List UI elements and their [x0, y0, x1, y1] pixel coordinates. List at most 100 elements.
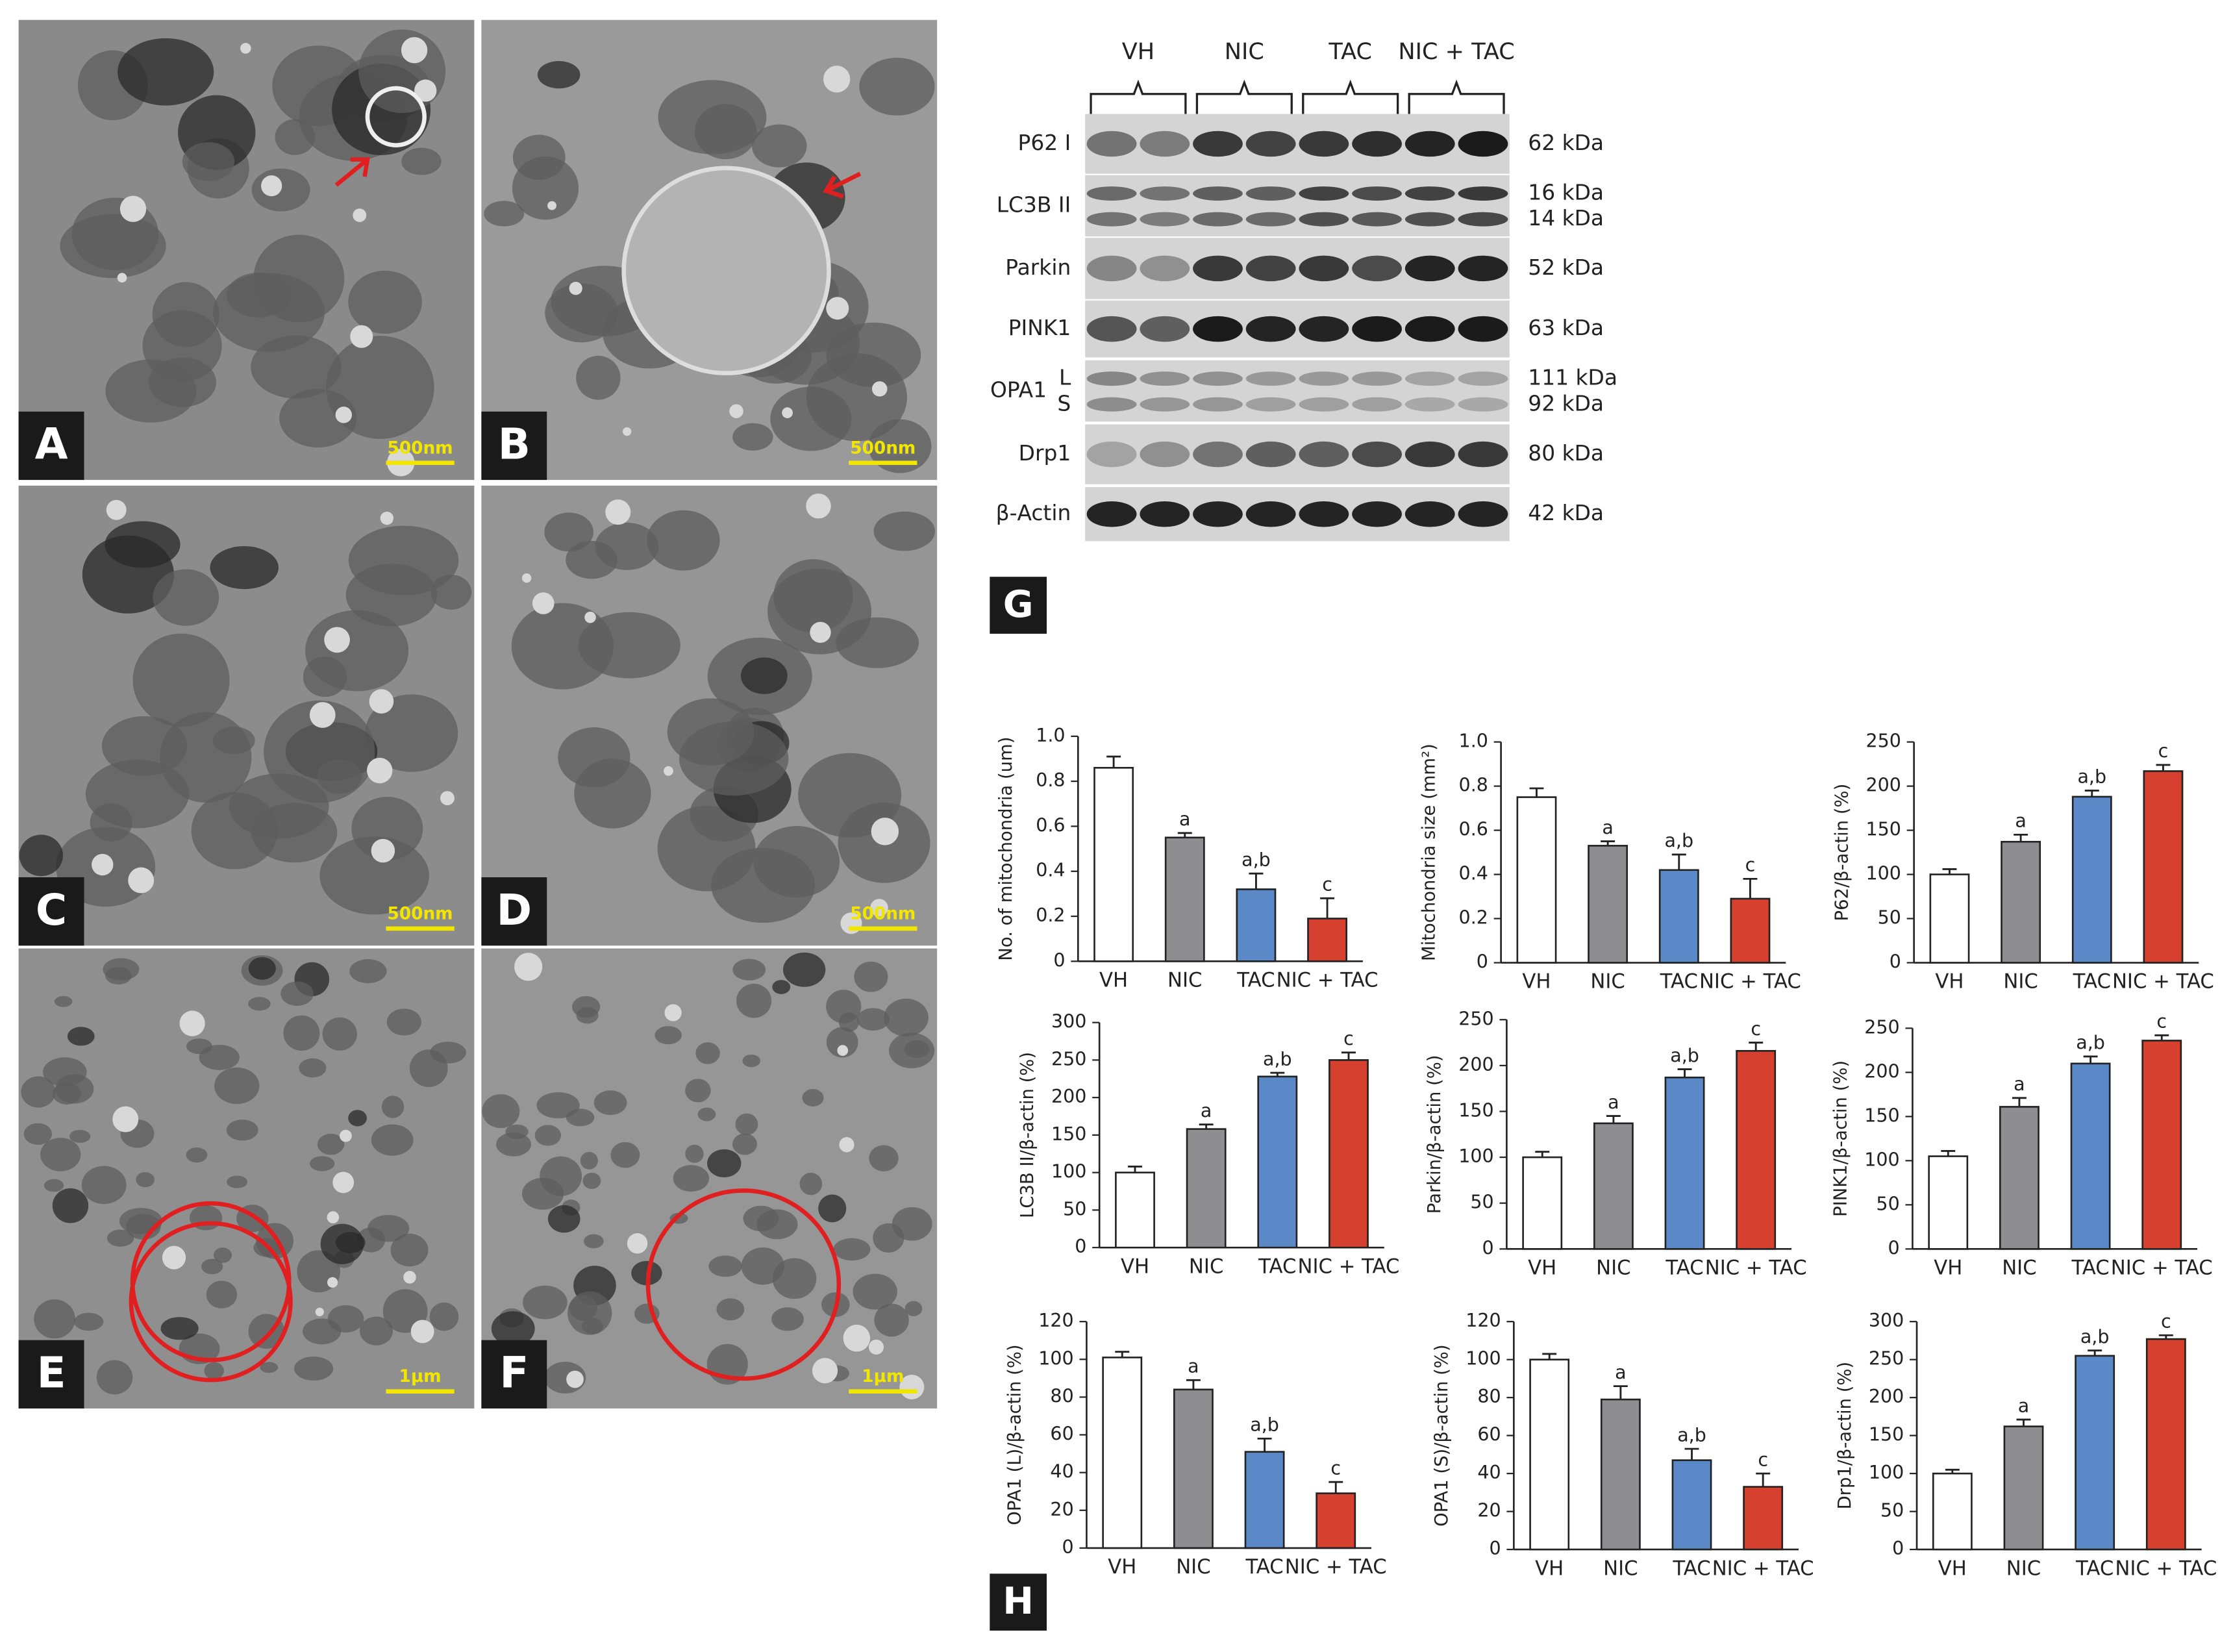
blot-band — [1352, 371, 1402, 386]
bar — [1671, 1459, 1712, 1551]
organelle — [783, 952, 826, 987]
vacuole — [112, 1106, 139, 1133]
x-tick-label: NIC — [1167, 970, 1202, 992]
vacuole — [664, 1004, 682, 1021]
vacuole — [117, 273, 127, 283]
blot-band — [1193, 501, 1243, 527]
kda-label: 111 kDa — [1528, 365, 1617, 390]
x-tick-label: VH — [1934, 1257, 1962, 1280]
blot-band — [1352, 212, 1402, 227]
blot-band — [1245, 371, 1296, 386]
vacuole — [327, 1211, 340, 1223]
x-tick-label: VH — [1108, 1556, 1136, 1579]
y-tick-label: 0 — [1890, 951, 1901, 973]
organelle — [708, 1255, 742, 1277]
vacuole — [806, 494, 831, 519]
organelle — [160, 1317, 199, 1340]
x-tick-label: NIC — [2006, 1557, 2041, 1580]
organelle — [873, 1223, 904, 1253]
organelle — [322, 1017, 357, 1051]
y-tick-label: 250 — [1458, 1008, 1493, 1029]
y-tick-label: 80 — [1477, 1386, 1501, 1407]
blot-strip — [1085, 360, 1510, 422]
organelle — [826, 1027, 858, 1058]
y-tick-label: 1.0 — [1036, 725, 1065, 746]
x-tick-label: NIC — [1603, 1557, 1638, 1580]
bar — [1600, 1398, 1641, 1551]
blot-band — [1404, 371, 1455, 386]
organelle — [695, 1042, 720, 1064]
organelle — [544, 512, 594, 552]
vacuole — [623, 427, 632, 436]
y-tick-label: 250 — [1864, 1016, 1899, 1038]
organelle — [818, 1194, 847, 1223]
bar — [1664, 1076, 1705, 1250]
organelle — [118, 38, 214, 106]
organelle — [771, 1307, 804, 1331]
organelle — [826, 322, 921, 388]
y-axis-label: PINK1/β-actin (%) — [1830, 1060, 1851, 1217]
vacuole — [627, 1233, 648, 1254]
y-tick-label: 100 — [1051, 1161, 1086, 1183]
significance-label: a,b — [1250, 1414, 1279, 1436]
organelle — [655, 1026, 682, 1045]
organelle — [305, 610, 409, 692]
scale-bar-label: 500nm — [388, 438, 453, 458]
organelle — [153, 569, 219, 626]
blot-band — [1140, 441, 1190, 468]
organelle — [317, 759, 362, 794]
bar — [1593, 1122, 1634, 1250]
blot-band — [1086, 316, 1137, 342]
group-label: NIC + TAC — [1398, 38, 1514, 65]
organelle — [869, 1145, 899, 1171]
blot-label: OPA1 — [990, 377, 1047, 403]
y-tick-label: 50 — [1878, 907, 1901, 929]
bar — [1743, 1486, 1784, 1551]
blot-band — [1193, 212, 1243, 227]
blot-band — [1086, 131, 1137, 157]
significance-label: a,b — [2076, 1032, 2105, 1053]
organelle — [735, 1113, 758, 1136]
y-tick-label: 200 — [1458, 1054, 1493, 1075]
vacuole — [119, 195, 147, 222]
vacuole — [315, 1307, 324, 1316]
y-tick-label: 300 — [1869, 1310, 1904, 1331]
bar — [1736, 1049, 1777, 1250]
organelle — [536, 1092, 580, 1119]
vacuole — [837, 1045, 849, 1056]
bar — [1186, 1128, 1227, 1249]
organelle — [214, 1067, 260, 1105]
blot-band — [1404, 212, 1455, 227]
vacuole — [532, 592, 555, 614]
organelle — [34, 1299, 75, 1339]
significance-label: c — [1343, 1028, 1354, 1049]
organelle — [593, 1090, 627, 1116]
arrow — [823, 171, 862, 199]
organelle — [275, 119, 316, 155]
bar — [1932, 1472, 1973, 1551]
organelle — [752, 124, 807, 168]
vacuole — [584, 611, 596, 623]
significance-label: a — [1608, 1092, 1619, 1113]
y-tick-label: 0.2 — [1459, 907, 1488, 929]
blot-band — [1299, 501, 1349, 527]
y-tick-label: 100 — [1038, 1347, 1073, 1369]
bar — [1164, 836, 1205, 962]
blot-band — [1299, 255, 1349, 282]
y-tick-label: 100 — [1869, 1462, 1904, 1483]
y-tick-label: 200 — [1869, 1386, 1904, 1407]
x-tick-label: TAC — [1660, 971, 1698, 994]
significance-label: a — [2018, 1395, 2029, 1416]
significance-label: a,b — [1670, 1045, 1699, 1066]
organelle — [60, 214, 166, 279]
blot-band — [1086, 255, 1137, 282]
y-tick-label: 0 — [1489, 1538, 1501, 1559]
significance-label: a,b — [1263, 1048, 1292, 1070]
organelle — [210, 546, 279, 590]
panel-label-box — [18, 411, 84, 481]
organelle — [576, 1007, 599, 1024]
blot-label: Drp1 — [1019, 440, 1071, 466]
blot-band — [1086, 186, 1137, 201]
x-tick-label: TAC — [2071, 1257, 2109, 1280]
x-tick-label: NIC — [2003, 971, 2038, 994]
